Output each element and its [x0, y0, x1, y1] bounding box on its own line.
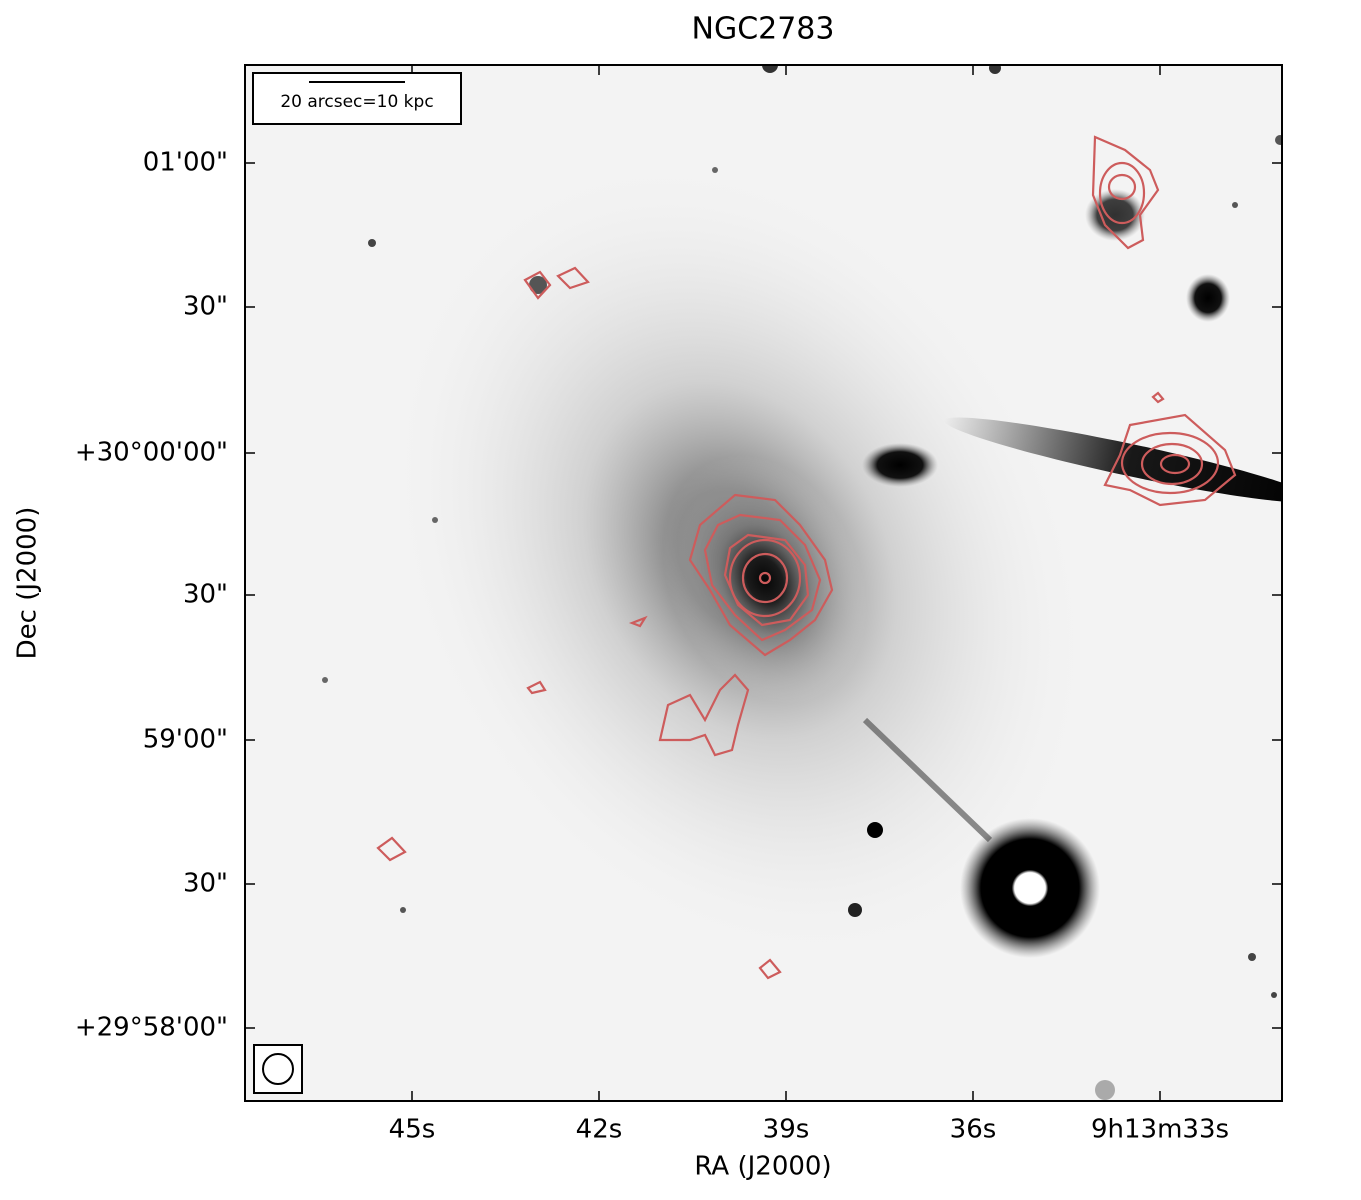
plot-frame	[244, 64, 1283, 1102]
x-axis-label: RA (J2000)	[694, 1152, 831, 1182]
y-tick-label: 01'00"	[143, 148, 228, 178]
y-tick-label: 30"	[183, 869, 228, 899]
x-tick-label: 45s	[389, 1115, 436, 1145]
beam-box	[253, 1044, 303, 1094]
beam	[262, 1053, 294, 1085]
title: NGC2783	[692, 12, 835, 47]
contours	[376, 135, 1237, 980]
sky-image	[245, 65, 1282, 1101]
scale-bar-label: 20 arcsec=10 kpc	[280, 92, 433, 112]
y-tick-label: +30°00'00"	[75, 438, 228, 468]
x-tick-label: 9h13m33s	[1091, 1115, 1229, 1145]
y-tick-label: 30"	[183, 292, 228, 322]
ticks	[245, 65, 1282, 1101]
x-tick-label: 42s	[576, 1115, 623, 1145]
y-tick-label: 59'00"	[143, 725, 228, 755]
y-axis-label: Dec (J2000)	[13, 507, 43, 660]
y-tick-label: 30"	[183, 580, 228, 610]
y-tick-label: +29°58'00"	[75, 1013, 228, 1043]
x-tick-label: 36s	[950, 1115, 997, 1145]
x-tick-label: 39s	[763, 1115, 810, 1145]
